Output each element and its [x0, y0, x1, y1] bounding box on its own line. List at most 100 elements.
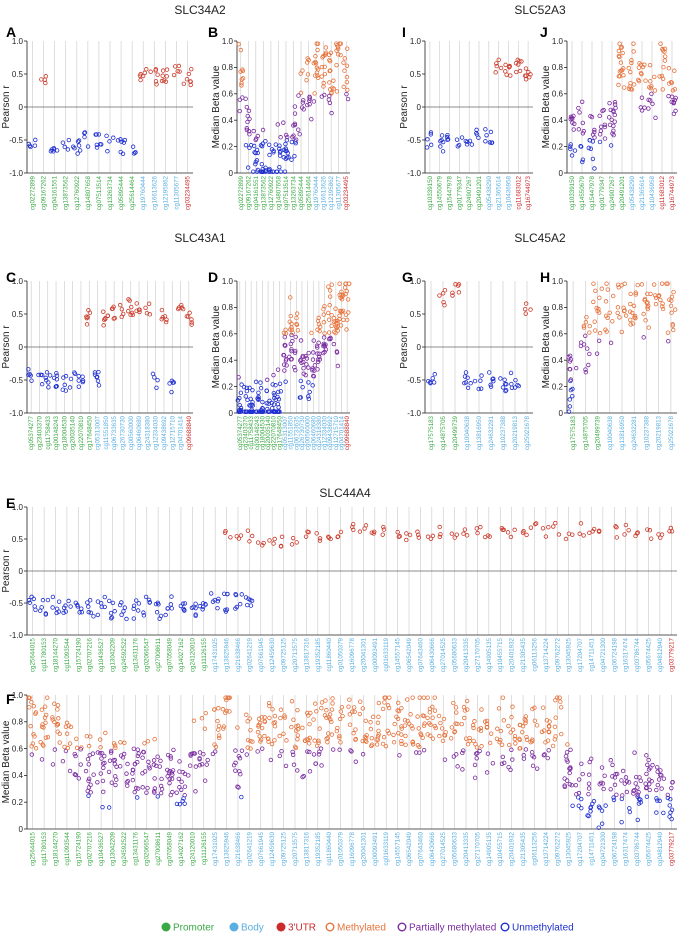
data-point	[220, 706, 226, 712]
data-point	[165, 606, 170, 611]
probe-label: cg24592522	[121, 831, 128, 866]
data-point	[237, 395, 242, 401]
probe-label: cg26730730	[299, 415, 306, 450]
data-point	[282, 334, 288, 340]
data-point	[77, 610, 82, 615]
data-point	[463, 138, 469, 144]
data-point	[169, 389, 174, 395]
data-point	[301, 354, 306, 359]
data-point	[508, 73, 513, 78]
data-point	[541, 753, 547, 758]
data-point	[588, 146, 594, 151]
data-point	[82, 130, 88, 135]
probe-label: cg11683012	[515, 175, 522, 209]
data-point	[277, 753, 282, 759]
data-point	[381, 527, 387, 532]
data-point	[627, 84, 632, 89]
probe-label: cg16744973	[669, 175, 676, 210]
data-point	[454, 710, 459, 715]
data-point	[111, 758, 116, 763]
data-point	[43, 74, 49, 79]
data-point	[588, 809, 593, 814]
data-point	[635, 792, 640, 797]
data-point	[418, 731, 423, 736]
data-point	[579, 796, 584, 802]
data-point	[247, 131, 252, 137]
data-point	[67, 385, 73, 390]
data-point	[216, 706, 221, 711]
title-slc44a4: SLC44A4	[319, 486, 371, 500]
data-point	[498, 376, 503, 381]
data-point	[635, 282, 640, 288]
probe-label: cg04161551	[253, 175, 260, 210]
data-point	[142, 741, 147, 746]
data-point	[403, 742, 408, 748]
data-point	[510, 727, 516, 732]
data-point	[347, 712, 352, 717]
data-point	[617, 315, 622, 320]
data-point	[337, 733, 342, 739]
data-point	[177, 801, 183, 807]
data-point	[86, 762, 91, 767]
data-point	[510, 704, 515, 709]
y-axis-label: Pearson r	[399, 85, 410, 129]
data-point	[326, 715, 332, 720]
data-point	[408, 712, 413, 717]
data-point	[290, 752, 296, 757]
data-point	[224, 607, 230, 612]
data-point	[168, 792, 173, 798]
data-point	[501, 718, 507, 723]
data-point	[607, 310, 612, 315]
data-point	[283, 141, 288, 147]
data-point	[521, 753, 526, 758]
probe-label: cg07058049	[167, 637, 174, 672]
data-point	[642, 296, 648, 302]
data-point	[311, 717, 316, 722]
data-point	[108, 750, 114, 755]
data-point	[448, 736, 454, 741]
data-point	[119, 600, 124, 605]
data-point	[55, 703, 61, 708]
data-point	[345, 96, 351, 102]
data-point	[421, 747, 427, 753]
data-point	[99, 751, 105, 756]
points-b	[236, 41, 351, 174]
data-point	[542, 752, 547, 757]
data-point	[543, 534, 549, 539]
data-point	[132, 761, 138, 767]
data-point	[297, 395, 303, 400]
y-tick-label: 1.0	[12, 37, 24, 46]
data-point	[445, 137, 450, 143]
data-point	[327, 288, 333, 293]
data-point	[553, 520, 558, 526]
data-point	[534, 766, 540, 771]
data-point	[145, 738, 151, 744]
data-point	[105, 313, 110, 319]
probe-label: cg15724190	[75, 637, 82, 672]
data-point	[517, 68, 523, 74]
data-point	[125, 308, 131, 314]
y-tick-label: 1.0	[222, 37, 234, 46]
data-point	[326, 336, 332, 342]
data-point	[277, 153, 283, 158]
probe-label: cg14550679	[437, 175, 444, 210]
data-point	[517, 746, 522, 751]
data-point	[395, 716, 401, 722]
data-point	[584, 314, 589, 320]
data-point	[558, 699, 563, 704]
data-point	[289, 347, 294, 352]
data-point	[524, 737, 530, 742]
probe-label: cg21305435	[520, 637, 527, 672]
data-point	[383, 743, 389, 749]
data-point	[217, 735, 222, 741]
data-point	[608, 107, 613, 113]
data-point	[295, 768, 300, 773]
y-tick-label: 0.5	[12, 70, 24, 79]
data-point	[38, 739, 43, 745]
data-point	[316, 752, 322, 757]
data-point	[590, 132, 596, 137]
data-point	[247, 403, 252, 408]
data-point	[396, 534, 401, 539]
